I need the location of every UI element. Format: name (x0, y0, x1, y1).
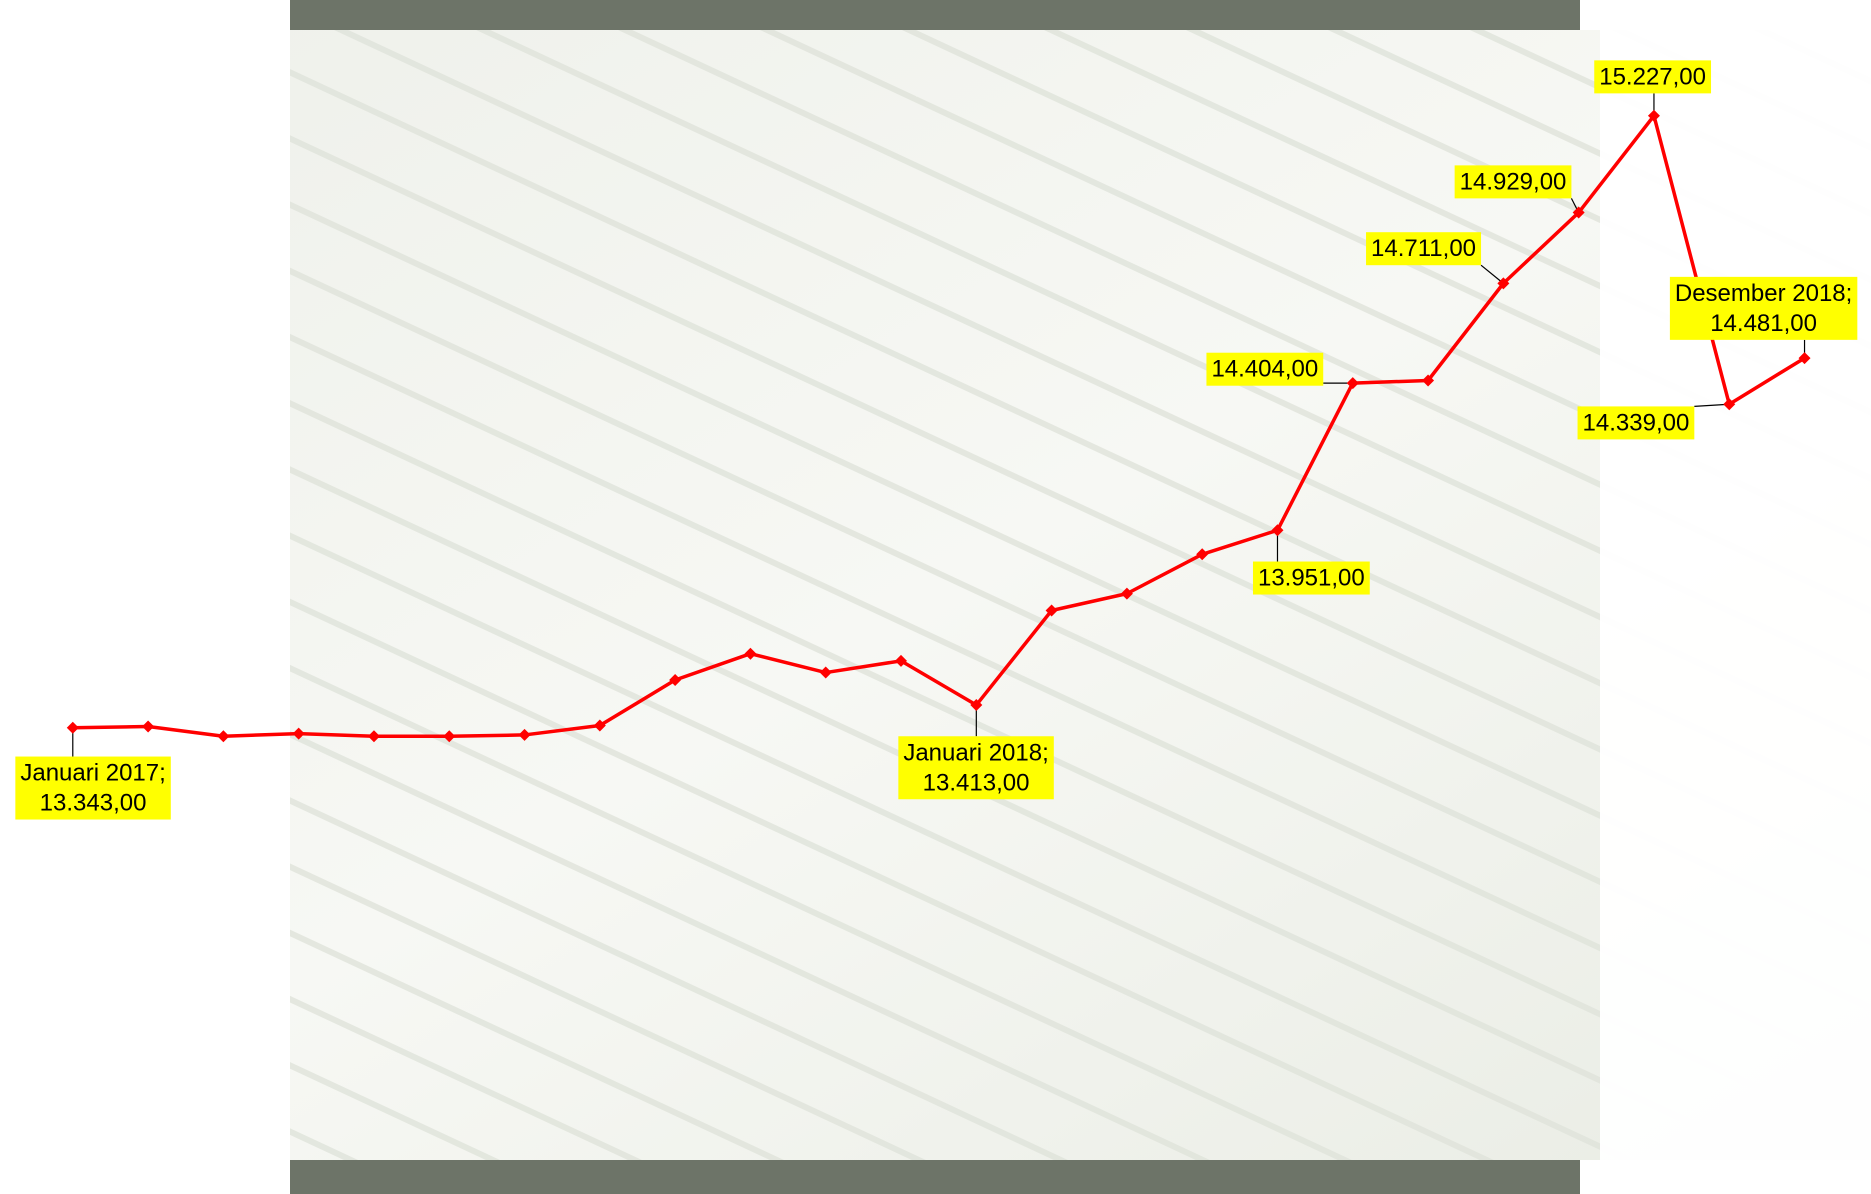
data-label-text: 14.929,00 (1460, 168, 1567, 195)
data-point (1120, 587, 1133, 600)
data-point (1422, 374, 1435, 387)
data-point (669, 674, 682, 687)
leader-line (1694, 403, 1730, 408)
data-point (1497, 277, 1510, 290)
data-label-line: Desember 2018; (1675, 280, 1852, 307)
data-label-box (15, 756, 171, 820)
data-label-line: 14.339,00 (1583, 409, 1690, 436)
data-label-line: Januari 2018; (903, 739, 1048, 766)
data-label-line: 14.711,00 (1371, 235, 1476, 262)
data-point (1271, 524, 1284, 537)
data-point (744, 647, 757, 660)
data-label-box (1206, 352, 1324, 386)
data-point (1798, 352, 1811, 365)
data-point (819, 666, 832, 679)
data-label: Desember 2018; 14.481,00 (1669, 276, 1858, 340)
data-label-line: 14.481,00 (1710, 310, 1817, 337)
data-label-text: 14.339,00 (1583, 409, 1690, 436)
data-label-text: Desember 2018; 14.481,00 (1675, 280, 1852, 337)
plot: Januari 2017; 13.343,00 Januari 2018; 13.41… (15, 60, 1858, 820)
data-label: 14.339,00 (1577, 406, 1695, 440)
data-point (367, 730, 380, 743)
data-point (1572, 206, 1585, 219)
data-label-text: 14.711,00 (1371, 235, 1476, 262)
leader-line (1480, 264, 1504, 284)
data-label-text: 13.951,00 (1258, 565, 1365, 592)
data-label-box (898, 736, 1054, 800)
data-label-text: Januari 2018; 13.413,00 (903, 739, 1048, 796)
data-line (72, 113, 1806, 738)
data-label-text: 15.227,00 (1599, 63, 1706, 90)
data-label: 14.404,00 (1206, 352, 1324, 386)
data-point (895, 654, 908, 667)
data-label-line: 15.227,00 (1599, 63, 1706, 90)
data-label-box (1577, 406, 1695, 440)
data-label-line: 14.404,00 (1211, 356, 1318, 383)
data-point (142, 720, 155, 733)
data-label-box (1366, 232, 1482, 266)
data-point (292, 727, 305, 740)
data-label: 14.929,00 (1454, 165, 1572, 199)
data-label-text: 14.404,00 (1211, 356, 1318, 383)
data-point (1723, 398, 1736, 411)
data-point (970, 699, 983, 712)
data-point (593, 719, 606, 732)
data-point (518, 728, 531, 741)
data-point (1346, 377, 1359, 390)
data-label-box (1252, 561, 1370, 595)
data-point (1045, 604, 1058, 617)
data-point (217, 730, 230, 743)
data-point (443, 730, 456, 743)
data-label: 13.951,00 (1252, 561, 1370, 595)
data-label-box (1454, 165, 1572, 199)
data-point (1647, 109, 1660, 122)
data-point (1196, 548, 1209, 561)
data-label-line: Januari 2017; (20, 760, 165, 787)
data-label-box (1669, 276, 1858, 340)
data-label: 15.227,00 (1594, 60, 1712, 94)
data-label: 14.711,00 (1366, 232, 1482, 266)
data-label-box (1594, 60, 1712, 94)
data-label-line: 13.413,00 (923, 769, 1030, 796)
data-label: Januari 2017; 13.343,00 (15, 756, 171, 820)
data-label-line: 14.929,00 (1460, 168, 1567, 195)
data-point (66, 721, 79, 734)
data-label: Januari 2018; 13.413,00 (898, 736, 1054, 800)
data-label-text: Januari 2017; 13.343,00 (20, 760, 165, 817)
data-label-line: 13.951,00 (1258, 565, 1365, 592)
data-label-line: 13.343,00 (40, 790, 147, 817)
